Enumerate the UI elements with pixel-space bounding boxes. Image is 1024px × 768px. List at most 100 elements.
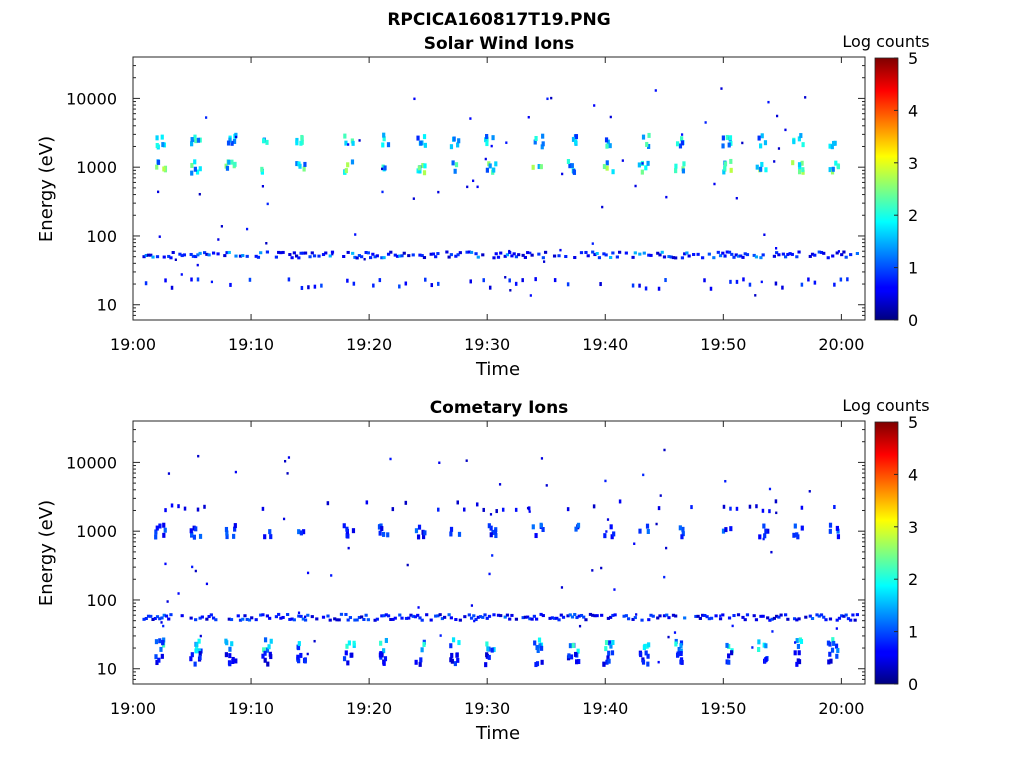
heatmap-cell — [759, 256, 763, 260]
heatmap-cell — [358, 139, 361, 142]
heatmap-cell — [223, 254, 227, 258]
heatmap-cell — [669, 255, 673, 259]
heatmap-cell — [678, 143, 683, 149]
heatmap-cell — [198, 533, 203, 539]
heatmap-cell — [472, 179, 475, 183]
heatmap-cell — [142, 255, 146, 259]
heatmap-cell — [492, 167, 496, 173]
heatmap-cell — [299, 140, 303, 146]
heatmap-cell — [656, 251, 660, 255]
heatmap-cell — [679, 643, 683, 649]
heatmap-cell — [414, 659, 418, 665]
heatmap-cell — [751, 646, 754, 649]
heatmap-cell — [576, 648, 580, 654]
heatmap-cell — [828, 651, 832, 657]
heatmap-cell — [189, 616, 193, 620]
heatmap-cell — [484, 662, 488, 668]
heatmap-cell — [177, 504, 180, 509]
heatmap-cell — [644, 165, 648, 171]
heatmap-cell — [457, 531, 462, 537]
y-tick-label: 1000 — [76, 522, 117, 541]
heatmap-cell — [380, 256, 384, 260]
heatmap-cell — [205, 116, 208, 119]
panel-title: Cometary Ions — [430, 398, 569, 418]
heatmap-cell — [640, 169, 644, 175]
heatmap-cell — [624, 251, 628, 255]
heatmap-cell — [297, 529, 301, 535]
heatmap-cell — [795, 638, 799, 644]
heatmap-cell — [800, 505, 804, 510]
heatmap-cell — [604, 646, 608, 652]
heatmap-cell — [836, 164, 841, 170]
heatmap-cell — [162, 532, 166, 538]
heatmap-cell — [194, 138, 198, 144]
heatmap-cell — [645, 523, 650, 529]
heatmap-cell — [371, 252, 375, 256]
heatmap-cell — [521, 616, 525, 620]
heatmap-cell — [457, 138, 461, 144]
heatmap-cell — [719, 614, 722, 618]
heatmap-cell — [422, 641, 426, 647]
heatmap-cell — [680, 534, 684, 540]
heatmap-cell — [575, 659, 579, 665]
heatmap-cell — [514, 617, 519, 621]
heatmap-cell — [230, 140, 234, 146]
heatmap-cell — [835, 525, 839, 531]
heatmap-cell — [449, 144, 454, 150]
heatmap-cell — [504, 276, 507, 279]
heatmap-cell — [676, 651, 680, 657]
heatmap-cell — [333, 617, 337, 621]
heatmap-cell — [230, 159, 234, 165]
heatmap-cell — [345, 643, 349, 649]
heatmap-cells — [142, 87, 859, 297]
heatmap-cell — [281, 615, 285, 619]
heatmap-cell — [296, 654, 300, 660]
heatmap-cell — [725, 659, 729, 665]
heatmap-cell — [301, 529, 306, 535]
heatmap-cell — [731, 624, 734, 628]
heatmap-cell — [568, 643, 573, 649]
heatmap-cell — [353, 255, 357, 259]
x-tick-label: 19:10 — [228, 699, 274, 718]
heatmap-cell — [362, 618, 366, 622]
heatmap-cell — [566, 158, 571, 164]
heatmap-cell — [855, 613, 859, 617]
heatmap-cell — [203, 504, 206, 509]
heatmap-cell — [456, 253, 460, 257]
heatmap-cell — [492, 647, 496, 653]
heatmap-cell — [633, 616, 637, 620]
heatmap-cell — [190, 137, 194, 143]
heatmap-cell — [413, 97, 416, 101]
heatmap-cell — [495, 509, 498, 514]
heatmap-cell — [564, 255, 568, 259]
heatmap-cell — [363, 257, 366, 261]
figure-title: RPCICA160817T19.PNG — [387, 10, 610, 30]
heatmap-cell — [657, 506, 661, 511]
heatmap-cell — [429, 252, 433, 256]
heatmap-cell — [487, 523, 491, 529]
heatmap-cell — [795, 618, 799, 622]
heatmap-cell — [344, 140, 348, 146]
heatmap-cell — [315, 617, 319, 621]
heatmap-cell — [400, 616, 404, 620]
heatmap-cell — [344, 612, 348, 616]
heatmap-cell — [485, 652, 489, 658]
heatmap-cell — [286, 472, 289, 475]
heatmap-cell — [657, 660, 660, 664]
heatmap-cell — [631, 617, 635, 621]
heatmap-cell — [170, 503, 174, 508]
heatmap-cell — [770, 617, 774, 621]
panel-cometary: Cometary Ions Log counts Energy (eV) Tim… — [36, 396, 930, 744]
heatmap-cell — [609, 615, 613, 619]
heatmap-cell — [671, 613, 676, 617]
heatmap-cell — [777, 147, 781, 150]
heatmap-cell — [261, 138, 266, 144]
heatmap-cell — [601, 205, 604, 209]
heatmap-cell — [225, 534, 229, 540]
heatmap-cell — [725, 250, 729, 254]
heatmap-cell — [167, 617, 171, 621]
heatmap-cell — [256, 255, 261, 259]
heatmap-cell — [473, 619, 476, 623]
heatmap-cell — [423, 142, 427, 148]
x-tick-label: 19:40 — [582, 699, 628, 718]
